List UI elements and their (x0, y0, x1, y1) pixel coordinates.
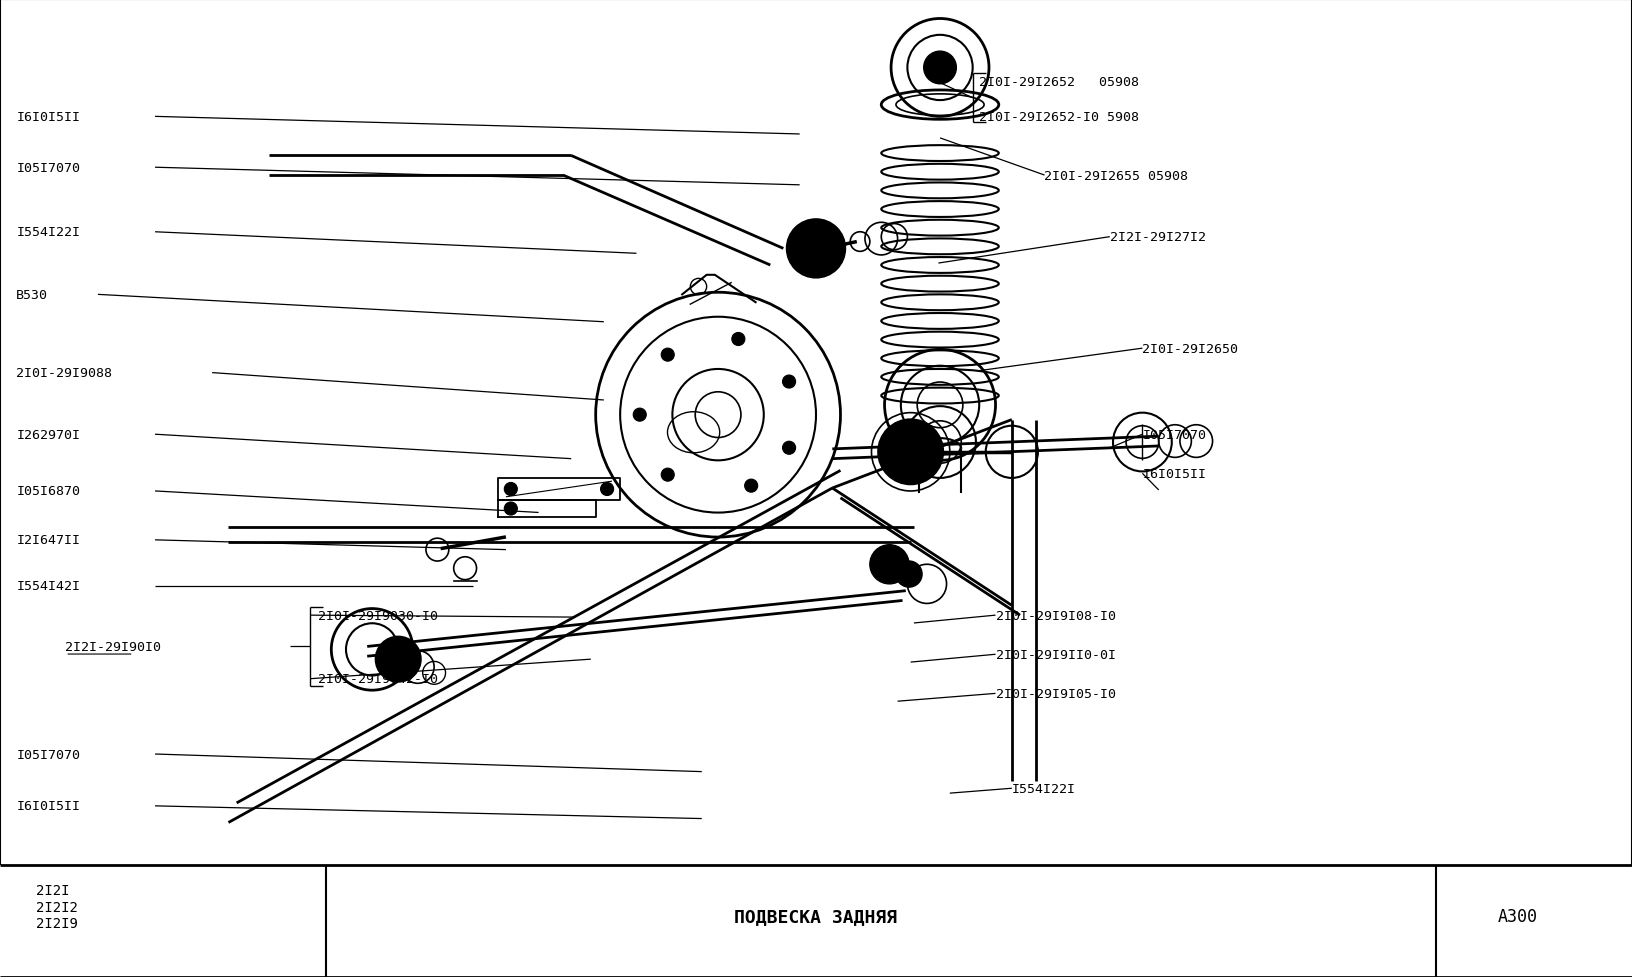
Circle shape (661, 349, 674, 361)
Circle shape (375, 637, 421, 682)
Text: I2I647II: I2I647II (16, 533, 80, 547)
Circle shape (661, 469, 674, 482)
Text: 2I0I-29I9030-I0: 2I0I-29I9030-I0 (318, 609, 439, 622)
Circle shape (870, 545, 909, 584)
Circle shape (601, 483, 614, 496)
Circle shape (633, 408, 646, 422)
Text: 2I0I-29I2650: 2I0I-29I2650 (1142, 342, 1239, 356)
Text: I05I7070: I05I7070 (16, 747, 80, 761)
Text: I554I22I: I554I22I (16, 226, 80, 239)
Text: ПОДВЕСКА ЗАДНЯЯ: ПОДВЕСКА ЗАДНЯЯ (734, 908, 898, 925)
Text: 2I2I-29I90I0: 2I2I-29I90I0 (65, 640, 162, 654)
Text: 2I0I-29I2652   05908: 2I0I-29I2652 05908 (979, 75, 1139, 89)
Text: 2I0I-29I9088: 2I0I-29I9088 (16, 366, 113, 380)
Circle shape (504, 502, 517, 516)
Circle shape (787, 220, 845, 278)
Circle shape (878, 420, 943, 485)
Text: 2I0I-29I9042-I0: 2I0I-29I9042-I0 (318, 672, 439, 686)
Text: I6I0I5II: I6I0I5II (1142, 467, 1206, 481)
Circle shape (744, 480, 757, 492)
Text: А300: А300 (1498, 908, 1537, 925)
Text: I6I0I5II: I6I0I5II (16, 799, 80, 813)
Circle shape (504, 483, 517, 496)
Text: 2I0I-29I9II0-0I: 2I0I-29I9II0-0I (996, 648, 1116, 661)
Text: I05I7070: I05I7070 (1142, 428, 1206, 442)
Circle shape (783, 442, 796, 455)
Text: I05I7070: I05I7070 (16, 161, 80, 175)
Circle shape (783, 375, 796, 389)
Text: I262970I: I262970I (16, 428, 80, 442)
Circle shape (924, 52, 956, 85)
Text: 2I0I-29I2655 05908: 2I0I-29I2655 05908 (1044, 169, 1188, 183)
Text: 2I0I-29I9I08-I0: 2I0I-29I9I08-I0 (996, 609, 1116, 622)
Text: B530: B530 (16, 288, 49, 302)
Text: 2I2I-29I27I2: 2I2I-29I27I2 (1110, 231, 1206, 244)
Circle shape (731, 333, 744, 346)
Text: 2I0I-29I2652-I0 5908: 2I0I-29I2652-I0 5908 (979, 110, 1139, 124)
Text: I554I42I: I554I42I (16, 579, 80, 593)
Circle shape (896, 562, 922, 587)
Text: 2I0I-29I9I05-I0: 2I0I-29I9I05-I0 (996, 687, 1116, 701)
Text: 2I2I
2I2I2
2I2I9: 2I2I 2I2I2 2I2I9 (36, 883, 78, 930)
Text: I6I0I5II: I6I0I5II (16, 110, 80, 124)
Text: I05I6870: I05I6870 (16, 485, 80, 498)
Text: I554I22I: I554I22I (1012, 782, 1075, 795)
